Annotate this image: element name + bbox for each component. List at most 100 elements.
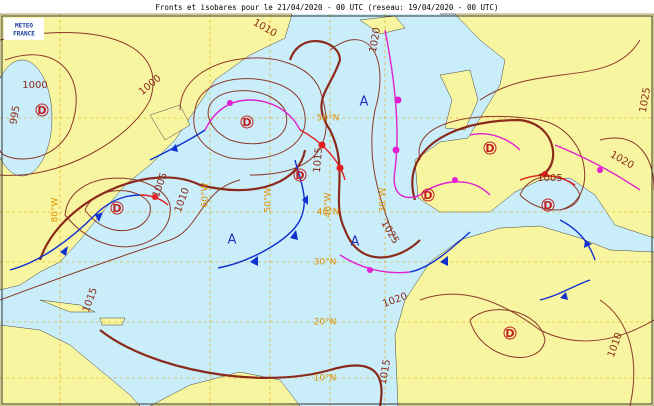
cold-front-symbol	[170, 144, 178, 152]
occluded-front-symbol	[392, 146, 400, 154]
isobar	[418, 115, 586, 211]
low-label: D	[37, 104, 46, 117]
low-label: D	[112, 202, 121, 215]
cold-front-symbol	[250, 256, 258, 266]
occluded-front	[204, 99, 301, 131]
grid-label: 80°W	[51, 197, 61, 222]
low-label: D	[295, 169, 304, 182]
hispaniola	[99, 317, 126, 326]
british-isles	[439, 69, 479, 131]
warm-front-symbol	[336, 164, 344, 172]
isobar	[599, 137, 654, 191]
logo-text: FRANCE	[13, 31, 35, 38]
grid-label: 60°W	[201, 182, 211, 207]
cold-front	[149, 129, 206, 161]
cold-front-symbol	[95, 212, 103, 222]
isobar	[329, 39, 396, 241]
high-label: A	[351, 235, 360, 250]
south-america	[149, 371, 301, 406]
low-marker	[421, 188, 435, 202]
grid-label: 40°W	[324, 192, 334, 217]
isobar-label: 1005	[537, 173, 562, 184]
cold-front-symbol	[584, 240, 592, 248]
isobar-label: 1020	[368, 27, 383, 54]
cold-front-symbol	[302, 195, 308, 205]
low-marker	[35, 103, 49, 117]
graticule	[0, 14, 654, 406]
grid-label: 50°W	[264, 187, 274, 212]
newfoundland	[149, 104, 191, 141]
grid-label: 40°N	[317, 208, 340, 218]
isobar	[469, 309, 546, 358]
cold-front-symbol	[60, 246, 68, 256]
occluded-front	[384, 29, 421, 199]
isobar	[99, 329, 383, 406]
isobar	[411, 118, 555, 201]
warm-front	[299, 129, 346, 181]
isobar	[419, 293, 654, 342]
isobar	[64, 177, 171, 248]
low-label: D	[505, 327, 514, 340]
occluded-front	[469, 133, 521, 151]
occluded-front-symbol	[227, 100, 233, 106]
cold-front	[539, 279, 591, 301]
warm-front-symbol	[542, 171, 548, 177]
low-marker	[541, 198, 555, 212]
isobar-label: 1000	[22, 80, 47, 91]
isobar-label: 1025	[638, 87, 653, 114]
cold-front	[9, 194, 141, 271]
africa	[394, 225, 654, 406]
isobar	[0, 54, 77, 160]
cold-front	[409, 231, 471, 273]
high-label: A	[360, 95, 369, 110]
map-frame	[1, 15, 653, 405]
front-symbols	[60, 144, 592, 300]
cold-front-symbol	[440, 256, 448, 266]
occluded-front-symbol	[394, 96, 402, 104]
low-label: D	[485, 142, 494, 155]
isobar	[479, 39, 641, 101]
grid-label: 30°N	[314, 258, 337, 268]
logo-box	[4, 18, 44, 40]
occluded-front-symbol	[452, 177, 458, 183]
isobar	[38, 149, 307, 261]
occluded-front-symbol	[597, 167, 603, 173]
isobar	[179, 57, 327, 176]
isobar	[207, 90, 288, 145]
iceland	[359, 15, 406, 35]
isobar	[519, 175, 581, 211]
isobar	[193, 78, 306, 160]
high-label: A	[228, 233, 237, 248]
cold-front-symbol	[290, 230, 298, 240]
logo-text: METEO	[15, 23, 33, 30]
low-marker	[503, 326, 517, 340]
occluded-front	[554, 144, 641, 191]
isobar	[599, 299, 635, 406]
low-marker	[110, 201, 124, 215]
cold-front	[559, 219, 596, 261]
low-label: D	[423, 189, 432, 202]
low-marker	[293, 168, 307, 182]
low-label: D	[242, 116, 251, 129]
grid-label: 10°N	[314, 374, 337, 384]
logo: METEO FRANCE	[4, 18, 44, 40]
warm-front-symbol	[318, 141, 326, 149]
low-marker	[240, 115, 254, 129]
central-america	[0, 324, 141, 406]
occluded-front-symbol	[367, 267, 373, 273]
cold-front-symbol	[560, 292, 568, 300]
grid-label: 30°W	[379, 187, 389, 212]
map-title: Fronts et isobares pour le 21/04/2020 - …	[155, 3, 498, 12]
grid-label: 20°N	[314, 318, 337, 328]
isobar-label: 995	[8, 105, 22, 126]
isobar	[0, 179, 241, 301]
warm-front	[519, 174, 576, 186]
isobar-label: 1015	[378, 359, 393, 386]
low-label: D	[543, 199, 552, 212]
isobar	[0, 32, 154, 176]
north-america	[0, 13, 293, 291]
low-marker	[483, 141, 497, 155]
warm-front-symbols	[152, 141, 548, 200]
grid-label: 50°N	[317, 114, 340, 124]
